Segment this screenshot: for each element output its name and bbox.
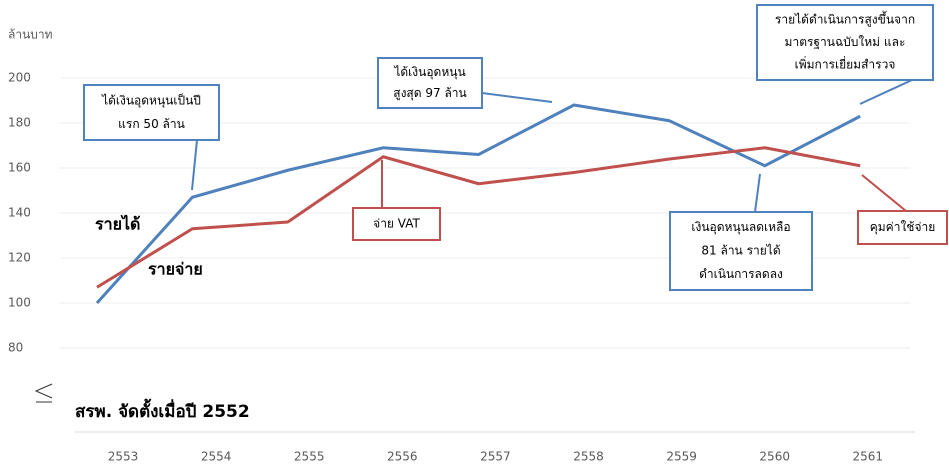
annotation-box [756,4,934,81]
annotation-pointer [191,139,198,191]
annotation-text: มาตรฐานฉบับใหม่ และ [785,35,906,49]
y-tick-label: 180 [8,116,31,130]
x-tick-label: 2554 [201,450,232,464]
x-tick-label: 2560 [759,450,790,464]
note: สรพ. จัดตั้งเมื่อปี 2552 [75,398,250,422]
y-tick-label: 120 [8,251,31,265]
y-tick-label: 100 [8,296,31,310]
x-tick-label: 2561 [853,450,884,464]
annotation-text: ได้เงินอุดหนุน [393,65,465,80]
annotation-box [352,207,441,241]
x-tick-label: 2555 [294,450,325,464]
y-tick-label: 200 [8,71,31,85]
annotation-text: เงินอุดหนุนลดเหลือ [691,220,790,235]
annotation-text: แรก 50 ล้าน [118,117,185,131]
x-tick-label: 2557 [480,450,511,464]
annotation-box [377,57,483,109]
x-tick-label: 2558 [573,450,604,464]
annotation-text: ได้เงินอุดหนุนเป็นปี [101,92,201,108]
annotation-text: 81 ล้าน รายได้ [701,244,780,258]
annotation-text: คุมค่าใช้จ่าย [870,220,936,235]
annotation-text: ดำเนินการลดลง [699,267,783,281]
series-label: รายจ่าย [148,260,203,279]
annotation-box [83,84,220,141]
y-axis-label: ล้านบาท [8,28,53,42]
y-tick-label: 80 [8,341,23,355]
annotation-text: จ่าย VAT [373,217,420,231]
x-tick-label: 2559 [666,450,697,464]
annotation-box [857,210,948,245]
annotation-pointer [859,79,913,105]
annotation-pointer [481,92,553,103]
series-line [96,146,861,289]
annotation-text: สูงสุด 97 ล้าน [393,86,467,101]
y-tick-label: 160 [8,161,31,175]
annotation-text: เพิ่มการเยี่ยมสำรวจ [795,55,896,71]
series-label: รายได้ [95,215,140,234]
x-tick-label: 2556 [387,450,418,464]
x-tick-label: 2553 [108,450,139,464]
annotation-text: รายได้ดำเนินการสูงขึ้นจาก [775,11,915,28]
annotation-pointer [861,174,907,212]
y-tick-label: 140 [8,206,31,220]
annotation-pointer [754,173,761,213]
annotation-box [669,211,813,291]
axis-break [34,383,53,403]
